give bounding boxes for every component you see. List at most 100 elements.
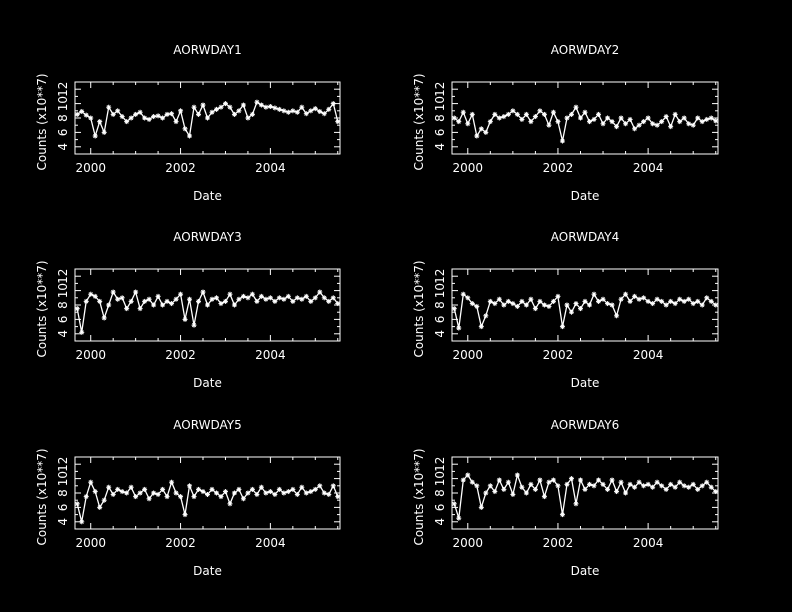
data-point bbox=[614, 124, 620, 130]
data-point bbox=[164, 111, 170, 117]
data-point bbox=[151, 302, 157, 308]
data-point bbox=[245, 295, 251, 301]
data-point bbox=[474, 303, 480, 309]
data-point bbox=[609, 302, 615, 308]
data-point bbox=[222, 298, 228, 304]
y-axis-label: Counts (x10**7) bbox=[412, 73, 426, 170]
data-point bbox=[555, 119, 561, 125]
data-point bbox=[326, 491, 332, 497]
data-point bbox=[650, 121, 656, 127]
data-point bbox=[124, 306, 130, 312]
data-point bbox=[555, 483, 561, 489]
data-point bbox=[641, 119, 647, 125]
data-point bbox=[496, 115, 502, 121]
data-point bbox=[182, 316, 188, 322]
data-point bbox=[303, 293, 309, 299]
y-tick-label: 12 bbox=[433, 457, 447, 472]
data-point bbox=[74, 501, 80, 507]
data-point bbox=[308, 108, 314, 114]
chart-title: AORWDAY6 bbox=[551, 418, 619, 432]
data-point bbox=[258, 293, 264, 299]
chart-title: AORWDAY2 bbox=[551, 43, 619, 57]
data-point bbox=[505, 111, 511, 117]
data-point bbox=[178, 494, 184, 500]
y-tick-label: 4 bbox=[433, 518, 447, 526]
data-point bbox=[321, 111, 327, 117]
data-point bbox=[713, 489, 719, 495]
data-point bbox=[142, 486, 148, 492]
x-axis-label: Date bbox=[571, 189, 600, 203]
data-point bbox=[124, 490, 130, 496]
data-point bbox=[101, 315, 107, 321]
data-point bbox=[115, 486, 121, 492]
data-point bbox=[285, 489, 291, 495]
data-point bbox=[618, 296, 624, 302]
data-point bbox=[209, 109, 215, 115]
x-tick-label: 2000 bbox=[453, 161, 484, 175]
data-point bbox=[496, 296, 502, 302]
data-point bbox=[582, 486, 588, 492]
data-point bbox=[299, 296, 305, 302]
data-point bbox=[79, 329, 85, 335]
data-point bbox=[541, 494, 547, 500]
data-point bbox=[227, 104, 233, 110]
data-point bbox=[537, 108, 543, 114]
data-point bbox=[587, 119, 593, 125]
data-point bbox=[668, 298, 674, 304]
data-point bbox=[254, 99, 260, 105]
x-tick-label: 2002 bbox=[165, 161, 196, 175]
data-point bbox=[133, 494, 139, 500]
data-point bbox=[532, 486, 538, 492]
data-point bbox=[137, 490, 143, 496]
data-point bbox=[321, 295, 327, 301]
data-point bbox=[115, 108, 121, 114]
data-point bbox=[699, 302, 705, 308]
data-point bbox=[654, 122, 660, 128]
x-tick-label: 2002 bbox=[543, 536, 574, 550]
data-point bbox=[205, 491, 210, 497]
y-tick-label: 4 bbox=[433, 143, 447, 151]
data-point bbox=[582, 109, 588, 115]
data-point bbox=[577, 115, 583, 121]
chart-title: AORWDAY3 bbox=[173, 230, 241, 244]
data-point bbox=[272, 105, 278, 111]
x-axis-label: Date bbox=[193, 564, 222, 578]
data-point bbox=[267, 295, 273, 301]
data-point bbox=[245, 115, 251, 121]
data-point bbox=[124, 119, 130, 125]
y-tick-label: 8 bbox=[56, 489, 70, 497]
data-point bbox=[568, 476, 574, 482]
data-point bbox=[128, 484, 134, 490]
data-point bbox=[299, 484, 305, 490]
y-tick-label: 10 bbox=[56, 96, 70, 111]
data-point bbox=[632, 126, 638, 132]
data-point bbox=[478, 504, 484, 510]
data-point bbox=[182, 512, 188, 518]
y-tick-label: 6 bbox=[56, 316, 70, 324]
y-tick-label: 12 bbox=[56, 457, 70, 472]
data-point bbox=[528, 119, 534, 125]
data-point bbox=[263, 104, 269, 110]
y-tick-label: 6 bbox=[433, 129, 447, 137]
y-tick-label: 6 bbox=[56, 504, 70, 512]
data-point bbox=[677, 119, 683, 125]
data-point bbox=[677, 296, 683, 302]
data-point bbox=[510, 301, 516, 307]
data-point bbox=[213, 490, 219, 496]
data-point bbox=[456, 325, 462, 331]
y-tick-label: 4 bbox=[433, 330, 447, 338]
data-point bbox=[276, 295, 282, 301]
data-point bbox=[151, 114, 157, 120]
data-point bbox=[465, 472, 471, 478]
data-point bbox=[465, 295, 471, 301]
x-axis-label: Date bbox=[571, 376, 600, 390]
data-point bbox=[281, 296, 287, 302]
y-axis-label: Counts (x10**7) bbox=[35, 73, 49, 170]
data-point bbox=[695, 115, 701, 121]
data-point bbox=[492, 301, 498, 307]
data-point bbox=[106, 302, 112, 308]
data-point bbox=[83, 298, 89, 304]
data-point bbox=[704, 479, 710, 485]
data-point bbox=[115, 296, 121, 302]
